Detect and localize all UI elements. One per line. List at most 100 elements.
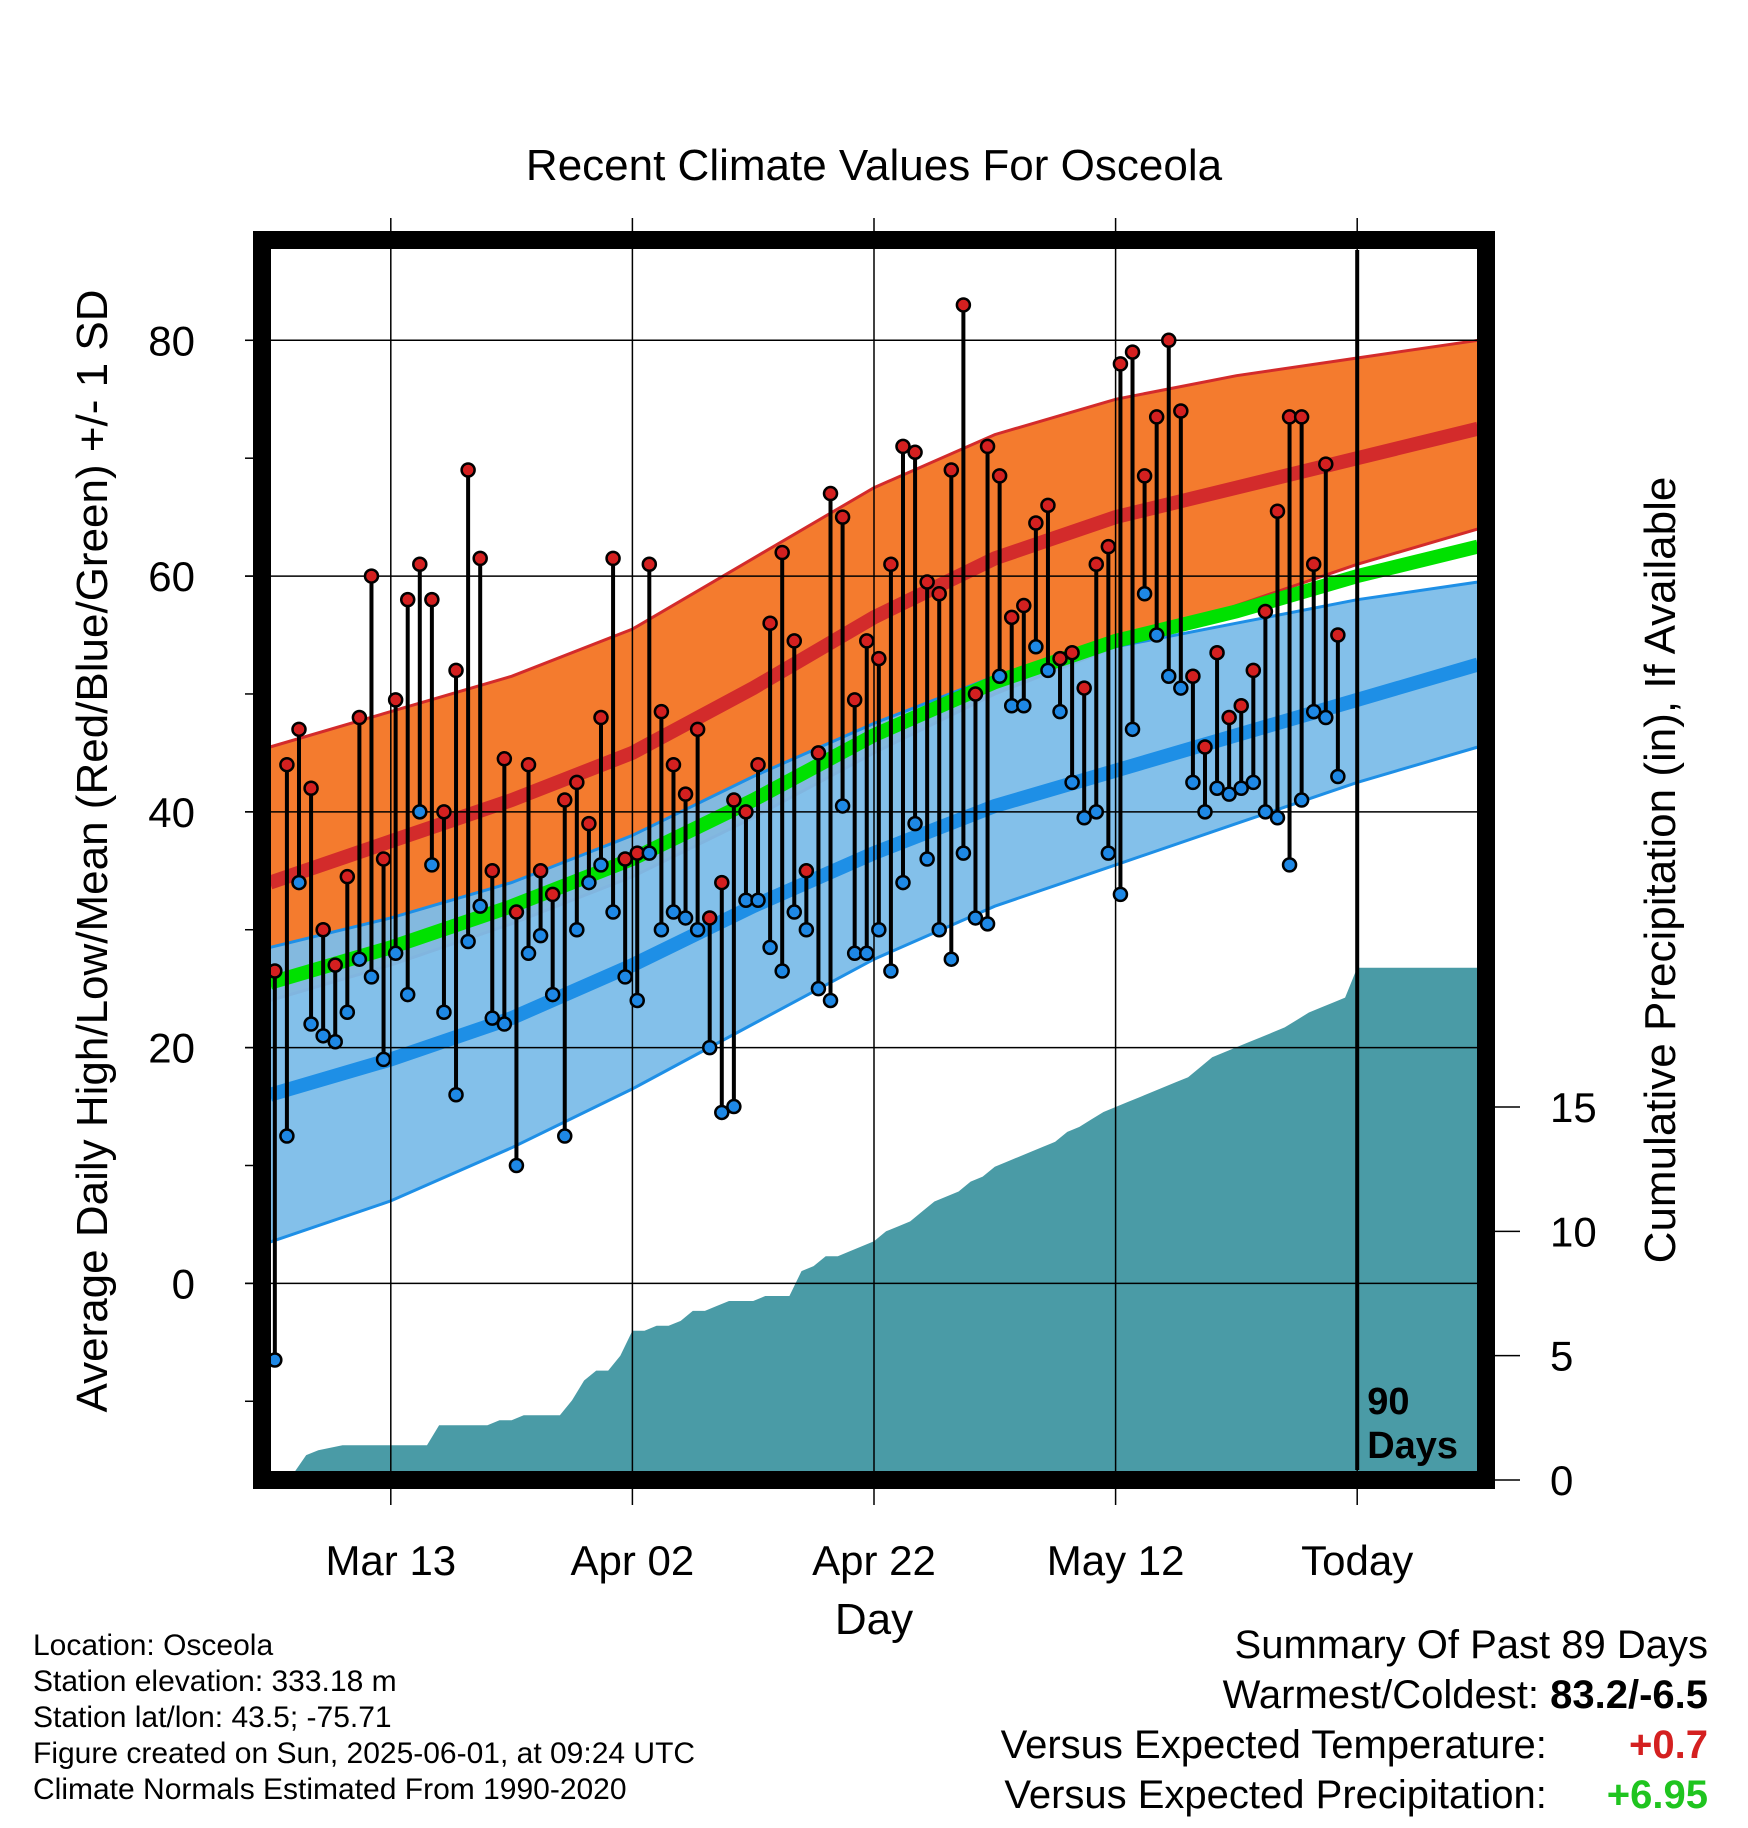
high-point — [351, 709, 368, 726]
high-point — [907, 444, 923, 461]
low-point — [895, 874, 911, 891]
high-point — [774, 544, 790, 561]
low-point — [786, 904, 803, 920]
prec-value: +6.95 — [1606, 1773, 1708, 1817]
high-point — [834, 509, 851, 525]
low-point — [1305, 703, 1322, 720]
today-days-label: Days — [1367, 1425, 1458, 1467]
low-point — [979, 916, 996, 932]
high-point — [520, 756, 537, 773]
y2-tick-label: 15 — [1550, 1084, 1597, 1131]
high-point — [1269, 503, 1286, 519]
low-point — [327, 1033, 343, 1050]
summary-panel: Summary Of Past 89 Days Warmest/Coldest:… — [1001, 1620, 1708, 1820]
low-point — [375, 1051, 392, 1068]
low-point — [1221, 786, 1237, 802]
y-tick-label: 80 — [148, 317, 195, 364]
high-point — [593, 709, 609, 726]
low-point — [291, 874, 307, 891]
high-point — [943, 462, 960, 478]
x-tick-label: Apr 02 — [571, 1537, 695, 1584]
summary-heading: Summary Of Past 89 Days — [1234, 1623, 1708, 1667]
high-point — [1293, 409, 1310, 425]
low-point — [1136, 586, 1153, 602]
high-point — [1040, 497, 1056, 514]
high-point — [315, 921, 331, 938]
high-point — [822, 485, 839, 502]
warm-value: 83.2/-6.5 — [1550, 1673, 1708, 1717]
high-point — [387, 692, 404, 708]
x-tick-label: Apr 22 — [812, 1537, 936, 1584]
high-point — [363, 568, 380, 584]
high-point — [1136, 468, 1153, 484]
low-point — [569, 921, 585, 938]
low-point — [1076, 809, 1092, 826]
low-point — [496, 1016, 513, 1032]
low-point — [629, 992, 645, 1009]
low-point — [1161, 668, 1177, 685]
low-point — [1173, 680, 1189, 696]
precipitation-area-layer — [270, 967, 1478, 1480]
low-point — [774, 963, 790, 979]
high-point — [665, 756, 682, 773]
low-point — [1124, 721, 1141, 738]
high-point — [399, 591, 416, 608]
low-point — [883, 963, 899, 979]
low-point — [834, 798, 851, 814]
summary-prec-row: Versus Expected Precipitation: +6.95 — [1001, 1770, 1708, 1820]
low-point — [1112, 886, 1129, 903]
plot-frame — [253, 231, 1495, 1489]
low-point — [798, 921, 815, 938]
high-point — [786, 633, 803, 649]
high-point — [1245, 662, 1262, 679]
low-point — [387, 945, 404, 962]
daily-range-layer — [267, 297, 1346, 1368]
high-point — [1209, 644, 1225, 661]
high-point — [303, 780, 319, 797]
high-point — [1124, 344, 1141, 360]
high-point — [1257, 603, 1274, 620]
low-point — [279, 1128, 295, 1144]
low-point — [532, 927, 549, 944]
normals-text: Climate Normals Estimated From 1990-2020 — [33, 1773, 627, 1806]
high-point — [1173, 403, 1189, 419]
high-point — [279, 756, 295, 773]
low-point — [436, 1004, 452, 1020]
high-point — [605, 550, 621, 567]
high-point — [701, 910, 718, 926]
low-point — [810, 980, 827, 997]
high-point — [846, 692, 863, 708]
y2-tick-label: 0 — [1550, 1457, 1573, 1504]
low-point — [689, 921, 706, 938]
high-point — [714, 874, 730, 891]
high-point — [436, 804, 452, 820]
high-point — [1028, 515, 1044, 531]
elevation-text: Station elevation: 333.18 m — [33, 1665, 397, 1698]
y-tick-label: 0 — [172, 1260, 195, 1307]
low-point — [750, 892, 766, 909]
station-info: Location: Osceola Station elevation: 333… — [33, 1628, 695, 1808]
high-point — [738, 804, 754, 820]
high-point — [1161, 332, 1177, 349]
y-tick-label: 40 — [148, 789, 195, 836]
high-point — [871, 650, 887, 667]
low-point — [412, 804, 428, 820]
summary-temp-row: Versus Expected Temperature: +0.7 — [1001, 1720, 1708, 1770]
low-point — [701, 1039, 718, 1056]
high-point — [810, 745, 827, 761]
high-point — [448, 662, 464, 679]
high-point — [1076, 680, 1092, 696]
low-point — [1028, 639, 1044, 655]
low-point — [424, 857, 440, 873]
low-point — [665, 904, 682, 920]
high-point — [1052, 650, 1068, 667]
low-point — [1330, 768, 1346, 785]
low-point — [605, 904, 621, 920]
high-point — [955, 297, 972, 313]
low-point — [1040, 662, 1056, 679]
y2-tick-label: 5 — [1550, 1333, 1573, 1380]
low-point — [822, 992, 839, 1009]
temp-value: +0.7 — [1629, 1723, 1708, 1767]
low-point — [315, 1028, 331, 1044]
low-point — [653, 921, 670, 938]
